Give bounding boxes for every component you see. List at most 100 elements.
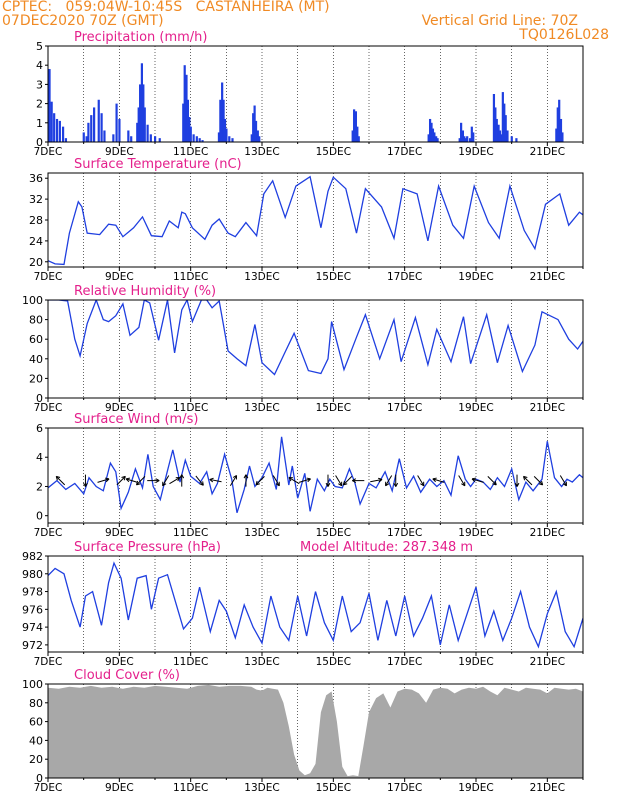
precip-bar bbox=[498, 130, 502, 142]
precip-bar bbox=[497, 124, 500, 142]
wind-arrow bbox=[352, 478, 365, 483]
y-tick-label: 4 bbox=[36, 451, 43, 464]
precip-bar bbox=[435, 136, 438, 142]
precip-bar bbox=[466, 136, 469, 142]
precip-bar bbox=[357, 136, 360, 142]
precip-bar bbox=[103, 130, 106, 142]
x-tick-label: 15DEC bbox=[316, 146, 351, 158]
precip-bar bbox=[50, 101, 53, 142]
precip-bar bbox=[356, 126, 359, 142]
wind-arrow bbox=[393, 474, 399, 487]
precip-bar bbox=[219, 99, 222, 142]
wind-arrow bbox=[559, 475, 567, 487]
y-tick-label: 3 bbox=[36, 78, 43, 91]
x-tick-label: 11DEC bbox=[173, 782, 208, 794]
precip-bar bbox=[130, 136, 133, 142]
precip-bar bbox=[494, 107, 497, 142]
wind-arrow bbox=[385, 475, 393, 487]
precip-bar bbox=[428, 118, 432, 142]
wind-arrow bbox=[195, 475, 204, 486]
y-tick-label: 2 bbox=[36, 480, 43, 493]
precip-bar bbox=[492, 94, 496, 142]
precip-bar bbox=[252, 113, 255, 142]
y-tick-label: 0 bbox=[36, 136, 43, 149]
wind-arrow bbox=[487, 476, 497, 486]
series-wind bbox=[48, 436, 583, 513]
x-tick-label: 21DEC bbox=[530, 402, 565, 414]
panel-frame bbox=[47, 299, 584, 399]
precip-bar bbox=[559, 118, 563, 142]
x-tick-label: 17DEC bbox=[387, 656, 422, 668]
header-grid-line: Vertical Grid Line: 70Z bbox=[421, 13, 578, 29]
y-tick-label: 32 bbox=[29, 193, 43, 206]
x-tick-label: 19DEC bbox=[458, 402, 493, 414]
wind-arrow bbox=[125, 477, 138, 483]
y-tick-label: 20 bbox=[29, 753, 43, 766]
y-tick-label: 100 bbox=[22, 294, 43, 307]
precip-bar bbox=[82, 132, 85, 142]
y-tick-label: 60 bbox=[29, 333, 43, 346]
precip-bar bbox=[256, 130, 259, 142]
x-tick-label: 19DEC bbox=[458, 782, 493, 794]
precip-bar bbox=[118, 118, 121, 142]
x-tick-label: 15DEC bbox=[316, 271, 351, 283]
precip-bar bbox=[61, 126, 65, 142]
precip-bar bbox=[458, 138, 461, 142]
precip-bar bbox=[186, 99, 190, 142]
precip-bar bbox=[85, 136, 88, 142]
y-tick-label: 5 bbox=[36, 40, 43, 53]
x-tick-label: 9DEC bbox=[105, 402, 134, 414]
wind-arrow bbox=[55, 475, 66, 486]
precip-bar bbox=[250, 134, 253, 142]
precip-bar bbox=[258, 136, 261, 142]
x-tick-label: 9DEC bbox=[105, 146, 134, 158]
y-tick-label: 80 bbox=[29, 314, 43, 327]
precip-bar bbox=[139, 84, 142, 142]
header-date: 07DEC2020 70Z (GMT) bbox=[2, 13, 164, 29]
y-tick-label: 40 bbox=[29, 353, 43, 366]
precip-bar bbox=[140, 63, 144, 142]
precip-bar bbox=[254, 120, 258, 142]
precip-bar bbox=[217, 132, 221, 142]
panel-precip: Precipitation (mm/h) 0 1 2 3 4 5 7DEC 9DEC 11DEC 1… bbox=[34, 30, 584, 158]
y-tick-label: 6 bbox=[36, 422, 43, 435]
precip-bar bbox=[460, 122, 463, 142]
precip-bar bbox=[468, 138, 472, 142]
y-tick-label: 28 bbox=[29, 214, 43, 227]
panel-title: Relative Humidity (%) bbox=[74, 284, 216, 299]
wind-arrow bbox=[162, 475, 170, 487]
precip-bar bbox=[137, 107, 140, 142]
precip-bar bbox=[555, 128, 558, 142]
precip-bar bbox=[556, 107, 559, 142]
wind-arrow bbox=[370, 477, 383, 483]
x-tick-label: 11DEC bbox=[173, 271, 208, 283]
wind-arrow bbox=[116, 475, 126, 486]
y-tick-label: 20 bbox=[29, 256, 43, 269]
panel-frame bbox=[47, 427, 584, 524]
x-tick-label: 11DEC bbox=[173, 527, 208, 539]
precip-bar bbox=[430, 122, 433, 142]
x-tick-label: 21DEC bbox=[530, 656, 565, 668]
x-tick-label: 13DEC bbox=[244, 782, 279, 794]
precip-bar bbox=[353, 109, 356, 142]
x-tick-label: 7DEC bbox=[34, 782, 63, 794]
precip-bar bbox=[558, 99, 561, 142]
x-tick-label: 17DEC bbox=[387, 271, 422, 283]
precip-bar bbox=[112, 134, 115, 142]
cloud-area bbox=[48, 684, 583, 778]
series-rh bbox=[48, 300, 583, 376]
wind-arrow bbox=[298, 477, 311, 483]
x-tick-label: 17DEC bbox=[387, 782, 422, 794]
y-tick-label: 4 bbox=[36, 59, 43, 72]
precip-bar bbox=[561, 132, 564, 142]
wind-arrow bbox=[325, 474, 331, 487]
x-tick-label: 11DEC bbox=[173, 402, 208, 414]
precip-bar bbox=[351, 130, 354, 142]
panel-title: Precipitation (mm/h) bbox=[74, 30, 207, 45]
x-tick-label: 15DEC bbox=[316, 402, 351, 414]
precip-bar bbox=[64, 138, 68, 142]
wind-arrow bbox=[432, 477, 445, 483]
precip-bar bbox=[189, 126, 192, 142]
precip-bar bbox=[503, 103, 506, 142]
y-tick-label: 1 bbox=[36, 117, 43, 130]
